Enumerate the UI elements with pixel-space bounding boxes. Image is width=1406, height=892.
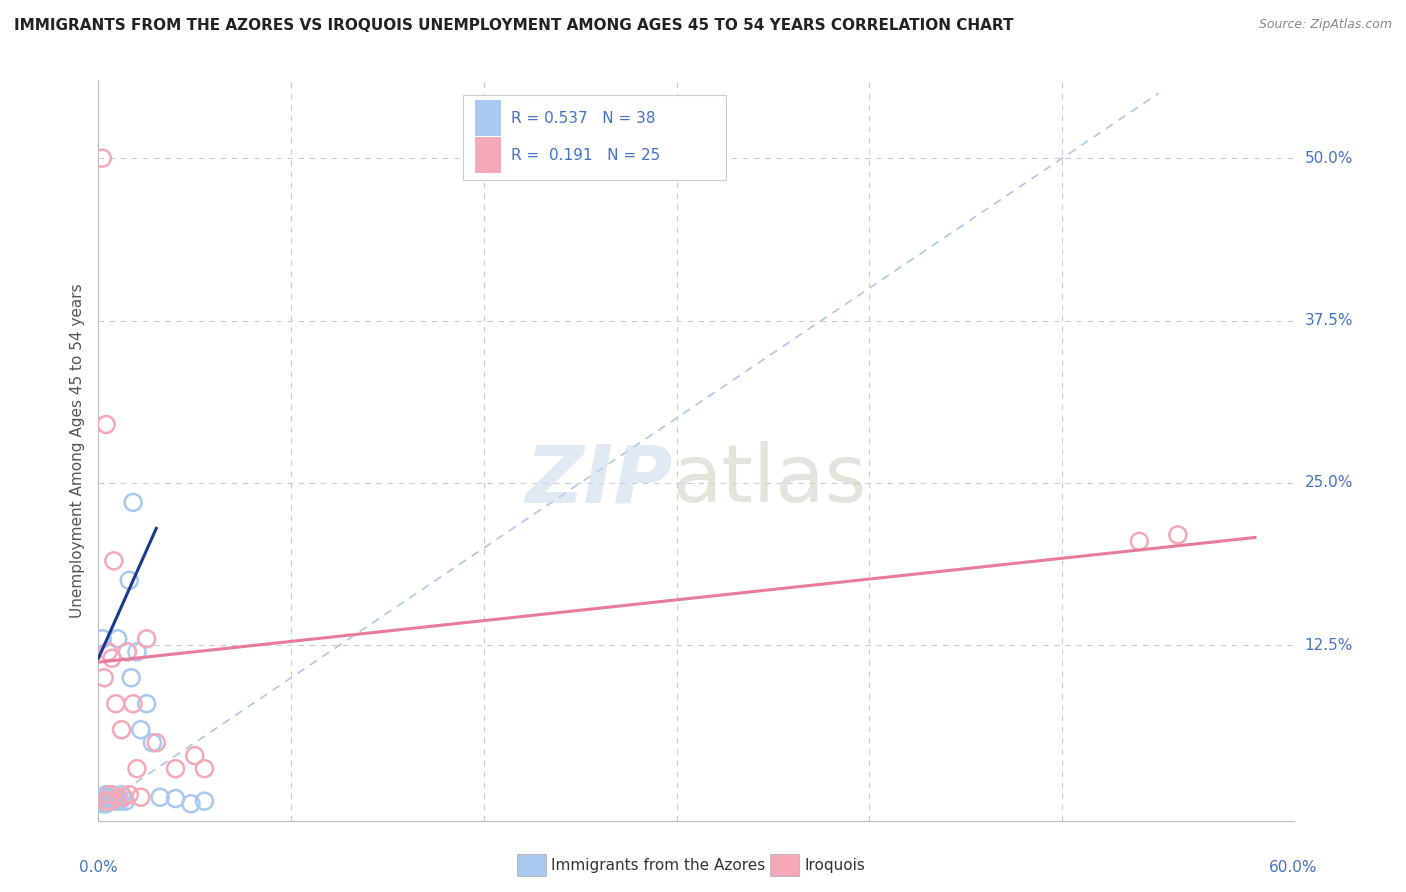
Point bbox=[91, 632, 114, 646]
Text: IMMIGRANTS FROM THE AZORES VS IROQUOIS UNEMPLOYMENT AMONG AGES 45 TO 54 YEARS CO: IMMIGRANTS FROM THE AZORES VS IROQUOIS U… bbox=[14, 18, 1014, 33]
Point bbox=[125, 762, 148, 776]
Point bbox=[97, 790, 120, 805]
Text: 25.0%: 25.0% bbox=[1305, 475, 1353, 491]
Point bbox=[103, 794, 125, 808]
Point bbox=[108, 794, 131, 808]
Point bbox=[103, 791, 125, 805]
Point bbox=[122, 697, 145, 711]
Text: Source: ZipAtlas.com: Source: ZipAtlas.com bbox=[1258, 18, 1392, 31]
Point bbox=[118, 574, 141, 588]
Point bbox=[180, 797, 202, 811]
Point bbox=[98, 794, 121, 808]
Text: 0.0%: 0.0% bbox=[79, 860, 118, 874]
Point bbox=[112, 790, 135, 805]
Point bbox=[98, 788, 121, 802]
Text: 37.5%: 37.5% bbox=[1305, 313, 1353, 328]
Point bbox=[193, 762, 215, 776]
Point bbox=[93, 793, 115, 807]
Point bbox=[165, 762, 187, 776]
Point bbox=[91, 790, 114, 805]
Point bbox=[1128, 534, 1150, 549]
Text: ZIP: ZIP bbox=[524, 441, 672, 519]
Point bbox=[101, 788, 124, 802]
Point bbox=[94, 794, 117, 808]
Point bbox=[184, 748, 207, 763]
Point bbox=[149, 790, 172, 805]
Point bbox=[104, 791, 127, 805]
Point bbox=[112, 790, 135, 805]
Point bbox=[1167, 528, 1189, 542]
Point bbox=[89, 794, 111, 808]
Point bbox=[93, 671, 115, 685]
Point bbox=[91, 151, 114, 165]
Point bbox=[125, 645, 148, 659]
Point bbox=[129, 723, 152, 737]
Point bbox=[141, 736, 163, 750]
Point bbox=[114, 794, 136, 808]
Text: Immigrants from the Azores: Immigrants from the Azores bbox=[551, 858, 765, 872]
Text: 12.5%: 12.5% bbox=[1305, 638, 1353, 653]
Point bbox=[110, 723, 132, 737]
Point bbox=[97, 793, 120, 807]
Point bbox=[104, 697, 127, 711]
Point bbox=[122, 495, 145, 509]
Point bbox=[94, 794, 117, 808]
Point bbox=[135, 632, 157, 646]
Point bbox=[101, 793, 124, 807]
Point bbox=[110, 788, 132, 802]
Point bbox=[120, 671, 142, 685]
Point bbox=[93, 796, 115, 810]
Point bbox=[91, 797, 114, 811]
Text: atlas: atlas bbox=[672, 441, 866, 519]
Point bbox=[118, 788, 141, 802]
Point bbox=[193, 794, 215, 808]
Point bbox=[97, 794, 120, 808]
Point bbox=[98, 794, 121, 808]
Point bbox=[94, 417, 117, 432]
Point bbox=[117, 645, 139, 659]
Point bbox=[94, 788, 117, 802]
Point bbox=[101, 651, 124, 665]
Point bbox=[145, 736, 167, 750]
Point bbox=[117, 645, 139, 659]
Text: 60.0%: 60.0% bbox=[1270, 860, 1317, 874]
Point bbox=[103, 554, 125, 568]
Point bbox=[93, 790, 115, 805]
Y-axis label: Unemployment Among Ages 45 to 54 years: Unemployment Among Ages 45 to 54 years bbox=[69, 283, 84, 618]
FancyBboxPatch shape bbox=[475, 137, 501, 173]
FancyBboxPatch shape bbox=[463, 95, 725, 180]
Point bbox=[107, 632, 129, 646]
Point bbox=[135, 697, 157, 711]
FancyBboxPatch shape bbox=[475, 100, 501, 136]
Point bbox=[107, 793, 129, 807]
Point bbox=[107, 790, 129, 805]
Point bbox=[165, 791, 187, 805]
Text: 50.0%: 50.0% bbox=[1305, 151, 1353, 166]
Text: Iroquois: Iroquois bbox=[804, 858, 865, 872]
Point bbox=[97, 645, 120, 659]
Text: R =  0.191   N = 25: R = 0.191 N = 25 bbox=[510, 147, 659, 162]
Point bbox=[98, 790, 121, 805]
Point bbox=[129, 790, 152, 805]
Point bbox=[94, 797, 117, 811]
Text: R = 0.537   N = 38: R = 0.537 N = 38 bbox=[510, 111, 655, 126]
